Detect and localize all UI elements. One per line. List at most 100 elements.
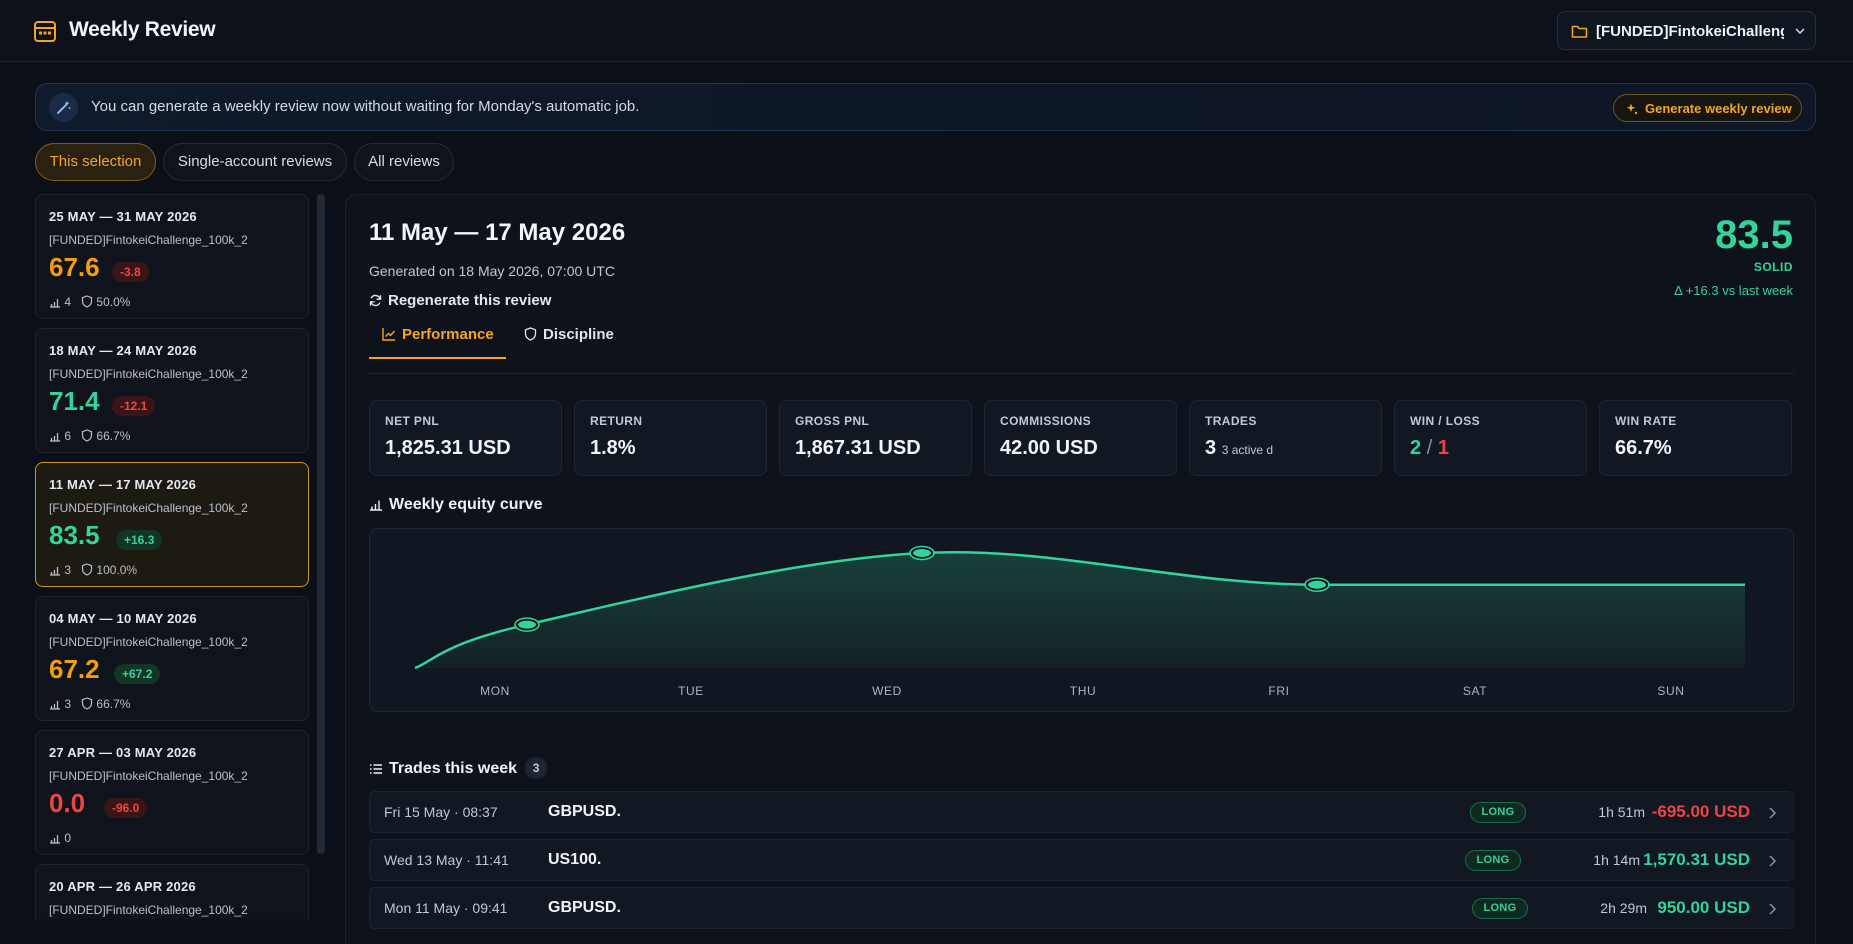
generate-weekly-review-button[interactable]: Generate weekly review [1613, 94, 1802, 122]
week-trade-count: 4 [64, 295, 72, 309]
stat-wins: 2 [1410, 437, 1422, 459]
equity-point[interactable] [911, 547, 933, 559]
equity-curve-heading: Weekly equity curve [369, 496, 543, 514]
week-list-scrollbar[interactable] [317, 194, 325, 854]
regenerate-review-button[interactable]: Regenerate this review [369, 292, 551, 309]
bar-chart-icon [50, 299, 60, 308]
week-meta: 4 50.0% [49, 295, 130, 309]
account-selector[interactable]: [FUNDED]FintokeiChalleng... [1557, 11, 1816, 50]
bar-chart-icon [50, 567, 60, 576]
stat-label: NET PNL [385, 414, 440, 428]
stat-commissions: COMMISSIONS 42.00 USD [984, 400, 1177, 476]
x-tick-label: SAT [1463, 684, 1487, 698]
page-title: Weekly Review [69, 18, 216, 41]
trade-side-badge: LONG [1470, 802, 1526, 823]
trade-pnl: 1,570.31 USD [1643, 850, 1750, 869]
shield-icon [81, 697, 93, 710]
trade-row[interactable]: Fri 15 May · 08:37 GBPUSD. LONG 1h 51m -… [369, 791, 1794, 833]
trade-duration: 1h 51m [1598, 804, 1645, 820]
stat-label: GROSS PNL [795, 414, 870, 428]
review-level: SOLID [1753, 260, 1793, 274]
bar-chart-icon [370, 500, 382, 511]
week-discipline: 66.7% [96, 429, 131, 443]
x-tick-label: THU [1070, 684, 1096, 698]
stat-return: RETURN 1.8% [574, 400, 767, 476]
equity-point[interactable] [516, 618, 538, 631]
bar-chart-icon [50, 835, 60, 844]
tab-single-account-reviews[interactable]: Single-account reviews [163, 143, 347, 181]
week-trade-count: 0 [64, 831, 72, 845]
equity-chart-svg: MON TUE WED THU FRI SAT SUN [414, 545, 1745, 698]
stat-win-rate: WIN RATE 66.7% [1599, 400, 1792, 476]
tab-performance-label: Performance [402, 326, 494, 343]
week-delta-badge: -3.8 [112, 262, 149, 282]
tab-this-selection[interactable]: This selection [35, 143, 156, 181]
review-panel: 11 May — 17 May 2026 Generated on 18 May… [345, 194, 1816, 944]
bar-chart-icon [50, 701, 60, 710]
week-card[interactable]: 27 APR — 03 MAY 2026 [FUNDED]FintokeiCha… [35, 730, 309, 855]
trade-time: Mon 11 May · 09:41 [384, 900, 508, 916]
week-range: 18 MAY — 24 MAY 2026 [49, 343, 197, 358]
equity-point[interactable] [1306, 578, 1328, 591]
trade-time: Fri 15 May · 08:37 [384, 804, 498, 820]
stat-losses: 1 [1437, 437, 1449, 459]
week-discipline: 66.7% [96, 697, 131, 711]
shield-icon [81, 429, 93, 442]
stat-value: 1,825.31 USD [385, 437, 511, 459]
list-icon [370, 764, 382, 774]
review-generated-at: Generated on 18 May 2026, 07:00 UTC [369, 263, 615, 279]
chevron-right-icon [1769, 903, 1777, 915]
review-score: 83.5 [1715, 213, 1793, 257]
week-score: 0.0 [49, 788, 86, 818]
calendar-icon [34, 21, 56, 42]
stat-label: WIN RATE [1615, 414, 1677, 428]
review-title: 11 May — 17 May 2026 [369, 219, 626, 246]
week-trade-count: 3 [64, 563, 72, 577]
stat-separator: / [1426, 437, 1433, 459]
stat-gross-pnl: GROSS PNL 1,867.31 USD [779, 400, 972, 476]
week-card[interactable]: 18 MAY — 24 MAY 2026 [FUNDED]FintokeiCha… [35, 328, 309, 453]
folder-icon [1571, 25, 1588, 38]
tab-performance[interactable]: Performance [369, 323, 506, 359]
equity-chart: MON TUE WED THU FRI SAT SUN [369, 528, 1794, 712]
week-delta-badge: +16.3 [116, 530, 163, 550]
tab-discipline[interactable]: Discipline [524, 323, 634, 359]
stat-value: 66.7% [1615, 437, 1672, 459]
week-list: 25 MAY — 31 MAY 2026 [FUNDED]FintokeiCha… [35, 194, 310, 919]
shield-icon [81, 295, 93, 308]
stat-win-loss: WIN / LOSS 2 / 1 [1394, 400, 1587, 476]
tab-all-reviews[interactable]: All reviews [354, 143, 454, 181]
stat-value: 1,867.31 USD [795, 437, 921, 459]
equity-point-ring [514, 617, 540, 632]
trade-side-badge: LONG [1465, 850, 1521, 871]
trades-title: Trades this week [389, 760, 518, 777]
week-trade-count: 6 [64, 429, 72, 443]
week-account: [FUNDED]FintokeiChallenge_100k_2 [49, 501, 248, 515]
week-discipline: 100.0% [96, 563, 138, 577]
stat-label: WIN / LOSS [1410, 414, 1480, 428]
tab-divider [369, 373, 1794, 374]
generate-weekly-review-label: Generate weekly review [1645, 101, 1792, 116]
chevron-right-icon [1769, 807, 1777, 819]
week-delta-badge: -96.0 [104, 798, 148, 818]
trade-symbol: US100. [548, 851, 602, 868]
week-meta: 0 [49, 831, 71, 845]
week-card[interactable]: 25 MAY — 31 MAY 2026 [FUNDED]FintokeiCha… [35, 194, 309, 319]
x-tick-label: TUE [678, 684, 704, 698]
week-card[interactable]: 20 APR — 26 APR 2026 [FUNDED]FintokeiCha… [35, 864, 309, 919]
week-card-selected[interactable]: 11 MAY — 17 MAY 2026 [FUNDED]FintokeiCha… [35, 462, 309, 587]
week-meta: 3 66.7% [49, 697, 130, 711]
shield-icon [81, 563, 93, 576]
stat-value: 42.00 USD [1000, 437, 1098, 459]
account-selector-label: [FUNDED]FintokeiChalleng... [1596, 23, 1784, 40]
stat-value-wrap: 3 3 active d [1205, 437, 1273, 460]
week-account: [FUNDED]FintokeiChallenge_100k_2 [49, 769, 248, 783]
trade-symbol: GBPUSD. [548, 803, 621, 820]
week-card[interactable]: 04 MAY — 10 MAY 2026 [FUNDED]FintokeiCha… [35, 596, 309, 721]
trade-pnl: -695.00 USD [1651, 802, 1750, 821]
trade-row[interactable]: Mon 11 May · 09:41 GBPUSD. LONG 2h 29m 9… [369, 887, 1794, 929]
trade-row[interactable]: Wed 13 May · 11:41 US100. LONG 1h 14m 1,… [369, 839, 1794, 881]
week-account: [FUNDED]FintokeiChallenge_100k_2 [49, 903, 248, 917]
week-account: [FUNDED]FintokeiChallenge_100k_2 [49, 233, 248, 247]
banner-text: You can generate a weekly review now wit… [91, 98, 640, 115]
